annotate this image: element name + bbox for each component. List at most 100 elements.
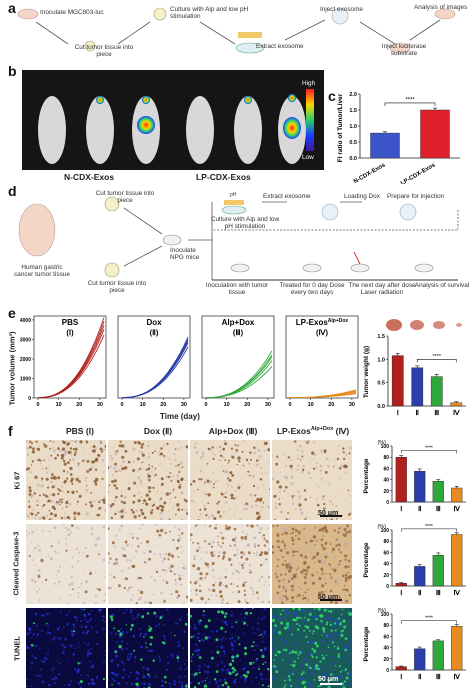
category-label: Ⅳ (454, 673, 461, 681)
f-row-tunel: TUNEL (12, 636, 22, 661)
bar (420, 109, 450, 159)
tumor-photos (382, 318, 470, 332)
tissue-texture (108, 440, 188, 520)
x-tick-label: 20 (160, 402, 166, 408)
y-tick-label: 1.0 (377, 357, 385, 363)
group-label-lp: LP-CDX-Exos (196, 172, 251, 182)
bar (432, 481, 444, 503)
d-step-npg: Inoculate NPG mice (170, 247, 200, 262)
y-tick-label: 20 (383, 657, 389, 663)
panel-e-weight-chart: 0.0 0.5 1.0 1.5 Ⅰ Ⅱ Ⅲ Ⅳ Tumor weight (g) **** (363, 334, 466, 417)
bar (395, 457, 407, 503)
step-cut-tissue: Cut tumor tissue into piece (74, 44, 134, 59)
tissue-texture (26, 524, 106, 604)
category-label: Ⅲ (436, 505, 441, 513)
d-ph-label: pH (230, 192, 237, 198)
category-label: Ⅲ (436, 589, 441, 597)
x-tick-label: 20 (328, 402, 334, 408)
category-label: Ⅳ (453, 409, 460, 417)
growth-panel-frame (201, 315, 275, 399)
growth-panel-frame (117, 315, 191, 399)
histology-tile-r2-c4 (272, 524, 352, 604)
histology-tile-r2-c1 (26, 524, 106, 604)
workflow-arrows (17, 7, 456, 54)
category-label: Ⅱ (418, 505, 421, 513)
category-label: Ⅲ (436, 673, 441, 681)
d-step-cut-1: Cut tumor tissue into piece (95, 190, 155, 205)
scale-bar-1: 50 μm (318, 510, 339, 517)
bar (430, 376, 443, 407)
scale-bar-3: 50 μm (318, 676, 339, 683)
y-tick-label: 1.5 (349, 108, 357, 114)
step-culture: Culture with Alp and low pH stimulation (170, 6, 249, 21)
category-label: Ⅰ (400, 673, 402, 681)
y-tick-label: 0.5 (377, 381, 385, 387)
f-col-lp-main: LP-Exos (276, 426, 311, 436)
d-step-loading: Loading Dox (344, 193, 380, 200)
histology-tile-r1-c1 (26, 440, 106, 520)
significance-bracket (416, 359, 457, 363)
tissue-texture (190, 524, 270, 604)
bar (395, 666, 407, 671)
panel-d-workflow: Cut tumor tissue into piece Inoculate NP… (12, 190, 472, 302)
panel-letter-c: c (328, 88, 336, 104)
weight-ylabel: Tumor weight (g) (363, 346, 370, 398)
y-tick-label: 1.5 (377, 334, 385, 340)
y-tick-label: 80 (383, 455, 389, 461)
y-tick-label: 0 (386, 500, 389, 506)
y-tick-label: 80 (383, 539, 389, 545)
histology-tile-r3-c1 (26, 608, 106, 688)
panel-letter-d: d (8, 183, 17, 199)
y-tick-label: 100 (381, 528, 390, 534)
category-label: Ⅱ (418, 673, 421, 681)
scale-bar-2: 50 μm (318, 594, 339, 601)
significance-label: **** (425, 445, 433, 451)
x-tick-label: 10 (308, 402, 314, 408)
x-tick-label: 20 (244, 402, 250, 408)
growth-panel-frame (285, 315, 359, 399)
f-chart-1: 0 20 40 60 80 100 Ⅰ Ⅱ Ⅲ Ⅳ Percentage (%) **** (363, 440, 466, 513)
f-row-caspase: Cleaved Caspase-3 (13, 531, 21, 596)
d-step-next-day: The next day after dose Laser radiation (348, 282, 416, 297)
category-label: Ⅰ (400, 589, 402, 597)
f-ylabel: Percentage (363, 626, 370, 661)
y-tick-label: 60 (383, 634, 389, 640)
f-unit: (%) (377, 524, 386, 530)
d-step-human: Human gastric cancer tumor tissue (14, 264, 70, 279)
growth-panel-subtitle: (Ⅱ) (150, 328, 159, 337)
growth-panel-title: Alp+Dox (222, 318, 255, 327)
colorbar (306, 89, 314, 151)
significance-label: **** (432, 354, 441, 360)
histology-tile-r2-c3 (190, 524, 270, 604)
tissue-texture (26, 440, 106, 520)
histology-tile-r1-c4 (272, 440, 352, 520)
x-tick-label: 10 (56, 402, 62, 408)
f-col-lp-suffix: (Ⅳ) (333, 426, 350, 436)
step-inject-substrate: Inject luciferase substrate (381, 43, 427, 58)
tissue-texture (272, 524, 352, 604)
y-tick-label: 1000 (20, 376, 31, 382)
histology-grid (26, 440, 356, 690)
significance-label: **** (425, 616, 433, 622)
category-label: Ⅱ (418, 589, 421, 597)
tissue-texture (108, 524, 188, 604)
colorbar-high: High (302, 80, 316, 87)
growth-line (121, 342, 189, 399)
scale-bar-line (320, 515, 342, 517)
y-tick-label: 0 (386, 584, 389, 590)
panel-b-imaging (22, 70, 324, 170)
d-step-inoculation: Inoculation with tumor tissue (205, 282, 269, 297)
category-label: Ⅳ (454, 505, 461, 513)
tissue-texture (272, 608, 352, 688)
scale-bar-line (320, 599, 342, 601)
bar (450, 402, 463, 407)
growth-line (121, 336, 189, 399)
y-tick-label: 20 (383, 489, 389, 495)
y-tick-label: 0 (386, 668, 389, 674)
x-tick-label: 0 (36, 402, 39, 408)
y-tick-label: 0.0 (349, 156, 357, 162)
category-label: Ⅳ (454, 589, 461, 597)
bar (432, 640, 444, 671)
panel-c-chart: 0.0 0.5 1.0 1.5 2.0 N-CDX-Exos LP-CDX-Exos FI r… (337, 92, 460, 184)
